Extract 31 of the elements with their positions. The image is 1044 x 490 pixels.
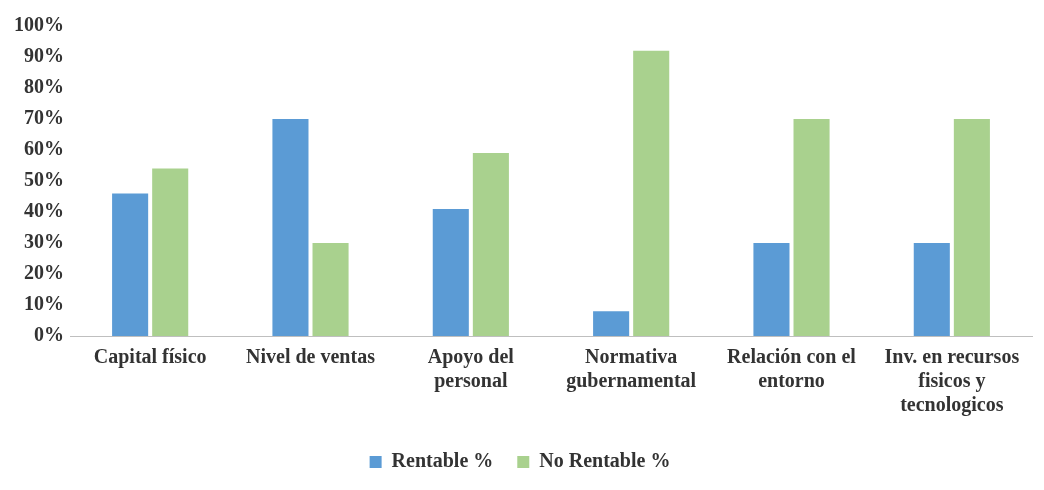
x-tick-label: Apoyo del personal — [427, 345, 515, 393]
y-tick-label: 90% — [24, 44, 64, 67]
bar — [472, 153, 509, 336]
y-tick-label: 50% — [24, 168, 64, 191]
x-tick-label: Nivel de ventas — [246, 345, 376, 368]
x-tick-label: Capital físico — [93, 345, 207, 369]
x-tick-label: Relación con el entorno — [727, 345, 857, 392]
bar — [432, 208, 469, 336]
bar — [913, 243, 950, 336]
y-tick-label: 20% — [24, 261, 64, 284]
y-tick-label: 0% — [34, 323, 64, 346]
bar — [793, 119, 830, 336]
x-tick-label: Normativa gubernamental — [566, 345, 697, 393]
y-tick-label: 30% — [24, 230, 64, 253]
bar — [112, 193, 149, 336]
legend-label: No Rentable % — [539, 449, 671, 472]
y-tick-label: 60% — [24, 137, 64, 160]
y-tick-label: 100% — [14, 13, 64, 36]
y-tick-label: 40% — [24, 199, 64, 222]
bar — [272, 119, 309, 336]
bar — [753, 243, 790, 336]
bar — [633, 50, 670, 336]
y-tick-label: 70% — [24, 106, 64, 129]
bar — [593, 311, 630, 336]
y-tick-label: 10% — [24, 292, 64, 315]
bar — [953, 119, 990, 336]
y-tick-label: 80% — [24, 75, 64, 98]
legend-label: Rentable % — [391, 449, 494, 472]
bar — [152, 168, 189, 336]
x-tick-label: Inv. en recursos fisicos y tecnologicos — [884, 345, 1020, 417]
bar — [312, 243, 349, 336]
